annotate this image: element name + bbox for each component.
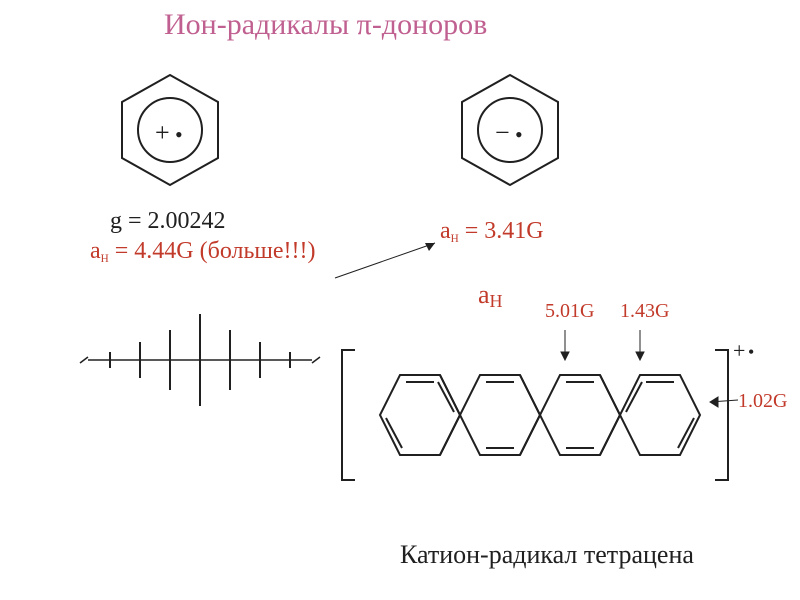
cation-aH-value: = 4.44G (больше!!!)	[109, 238, 316, 264]
coupling-143: 1.43G	[620, 300, 669, 323]
tetracene-dot: •	[748, 342, 754, 363]
tetracene-structure	[330, 330, 750, 520]
benzene-anion-dot: •	[515, 122, 523, 148]
tetracene-aH-sub: H	[490, 291, 503, 311]
tetracene-caption: Катион-радикал тетрацена	[400, 540, 694, 570]
benzene-cation-dot: •	[175, 122, 183, 148]
tetracene-charge: +	[733, 338, 745, 364]
esr-spectrum	[70, 300, 330, 430]
anion-aH-sub: H	[451, 233, 459, 245]
cation-aH-prefix: a	[90, 238, 101, 264]
coupling-501: 5.01G	[545, 300, 594, 323]
relationship-arrow	[330, 238, 450, 288]
benzene-anion-diagram	[440, 60, 580, 200]
anion-aH-value: = 3.41G	[459, 218, 544, 244]
cation-aH-sub: H	[101, 253, 109, 265]
benzene-cation-plus: +	[155, 118, 170, 148]
benzene-anion-minus: −	[495, 118, 510, 148]
benzene-cation-diagram	[100, 60, 240, 200]
tetracene-aH-prefix: a	[478, 280, 490, 309]
g-factor-label: g = 2.00242	[110, 208, 226, 235]
page-title: Ион-радикалы π-доноров	[164, 8, 487, 42]
